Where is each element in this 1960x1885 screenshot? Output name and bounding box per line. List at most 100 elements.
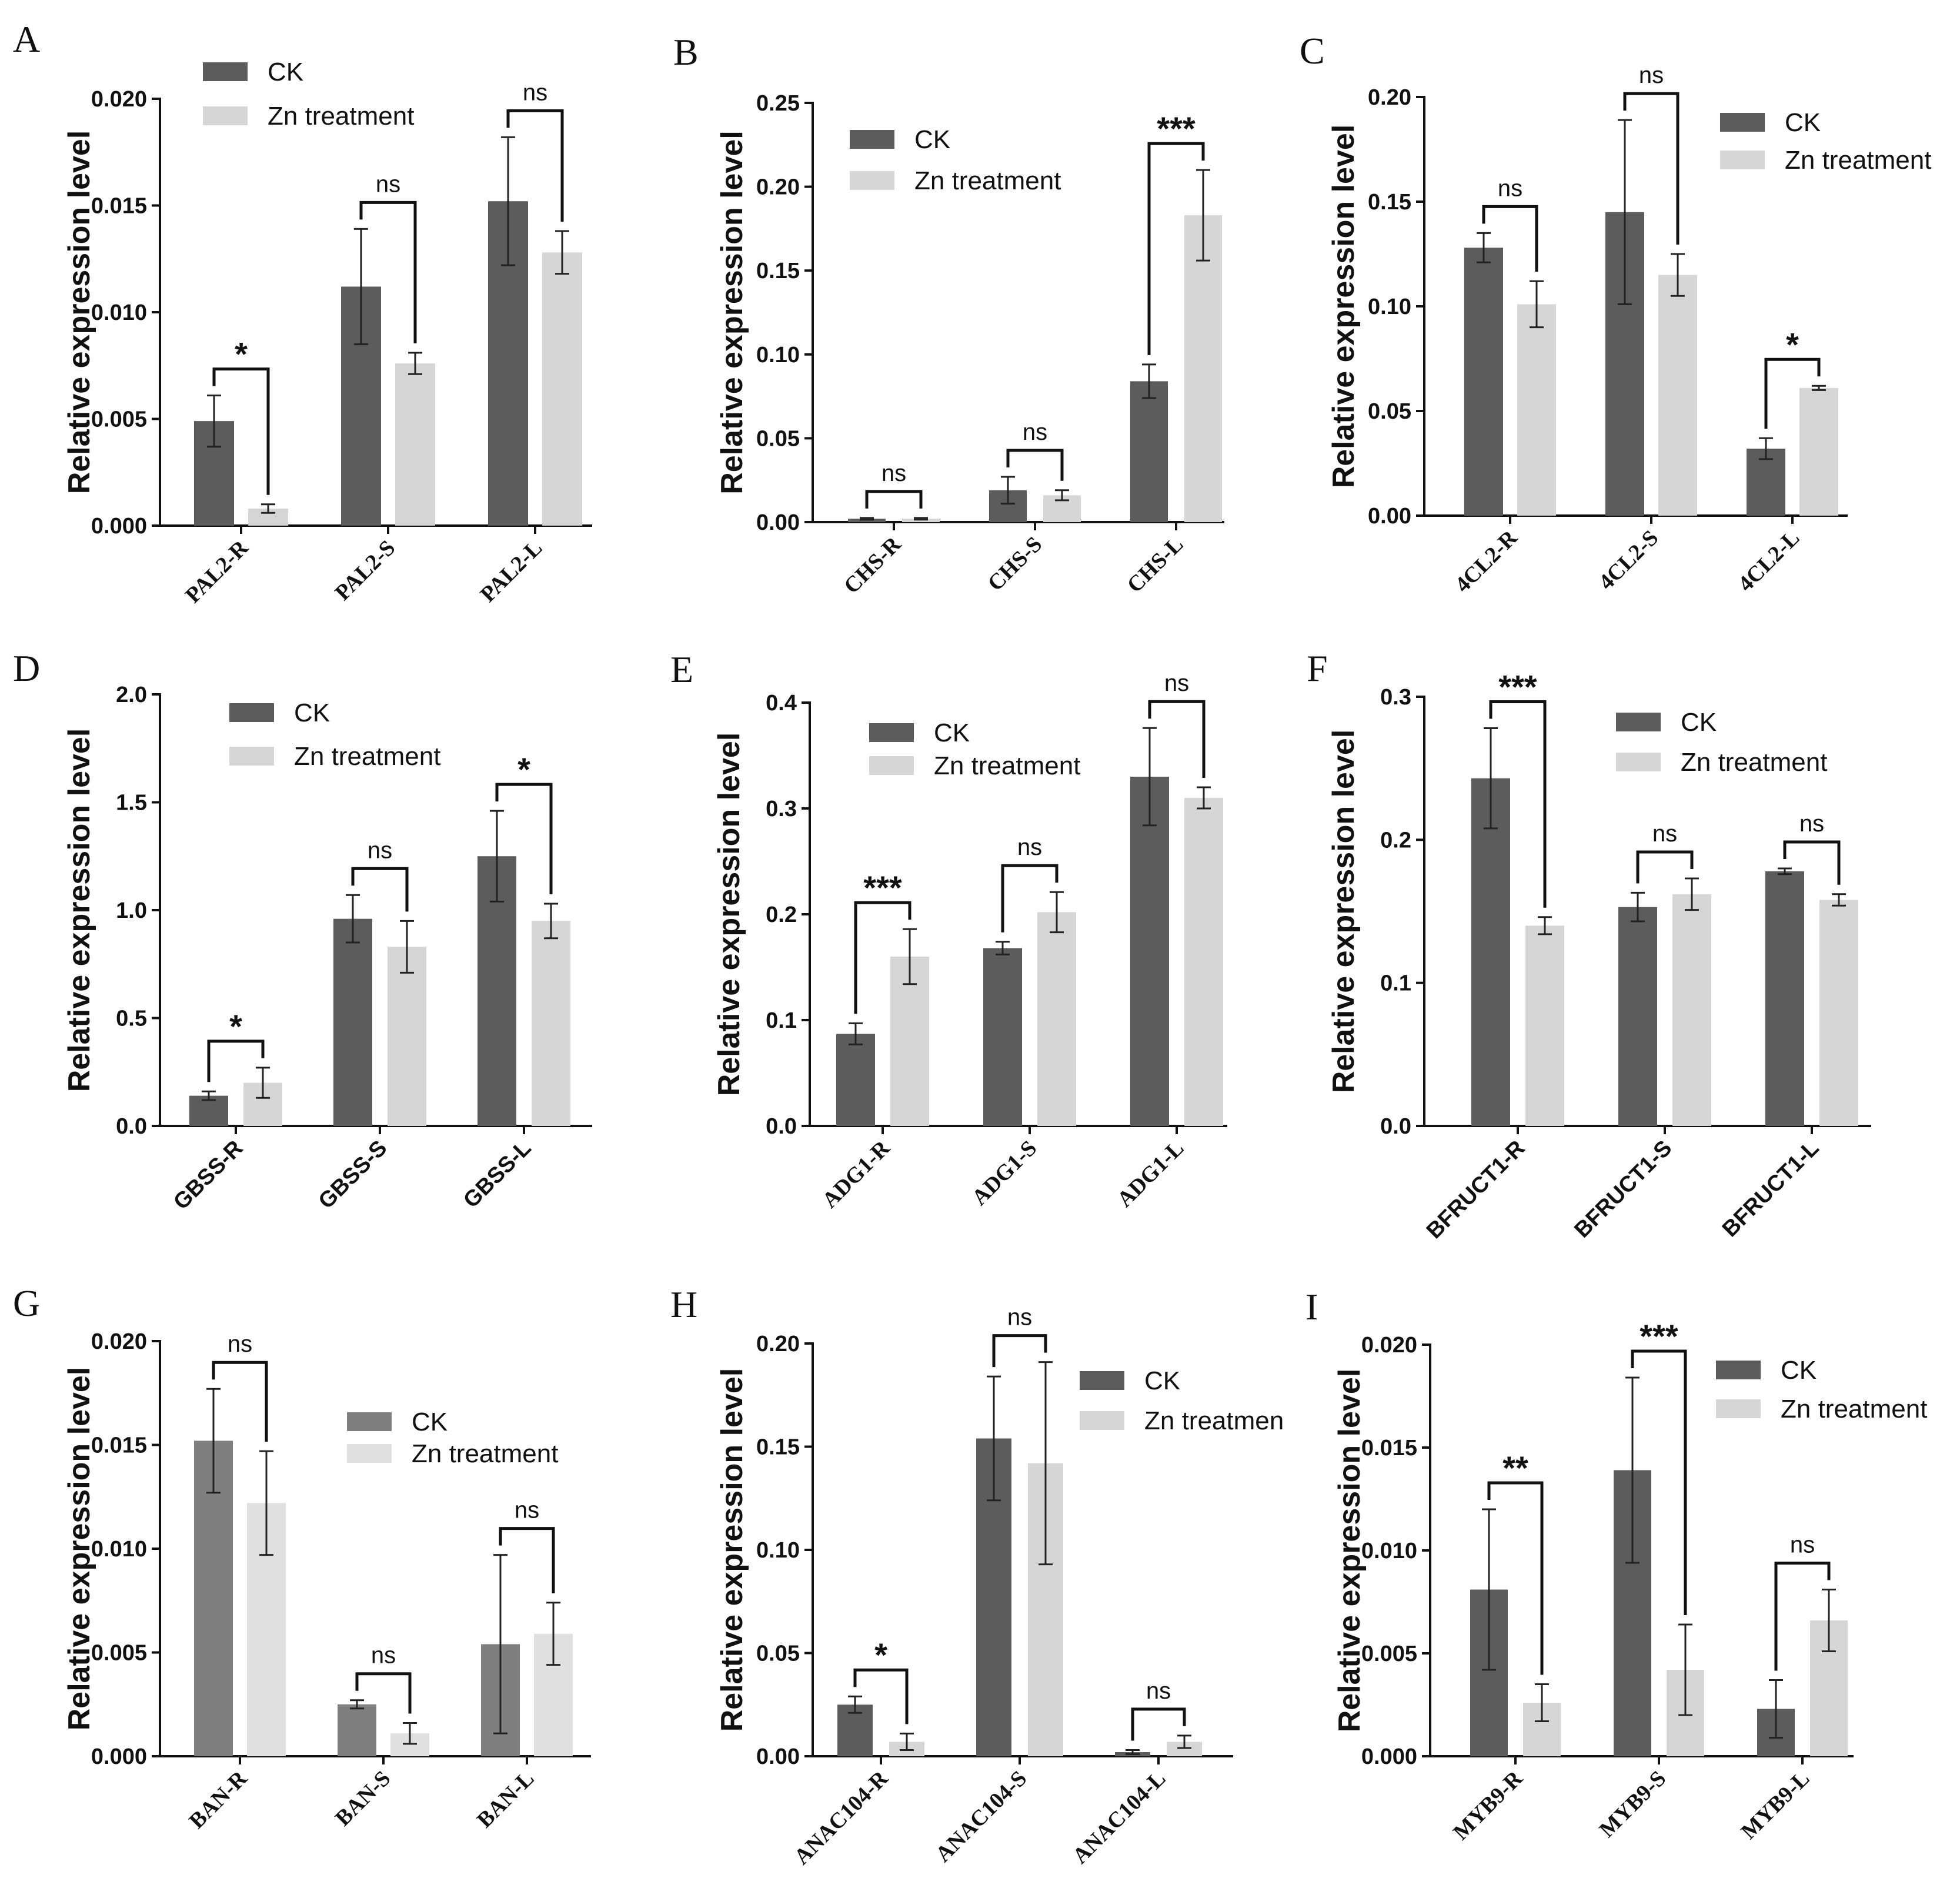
legend-swatch-zn — [203, 106, 248, 125]
significance-bracket — [1482, 205, 1538, 272]
legend-swatch-ck — [869, 723, 914, 742]
y-axis-label: Relative expression level — [712, 733, 746, 1097]
significance-label: *** — [1498, 669, 1537, 706]
significance-bracket — [1147, 142, 1205, 355]
significance-bracket — [355, 1672, 412, 1714]
significance-bracket — [1774, 1562, 1831, 1671]
bar-zn — [542, 252, 582, 526]
legend-label-zn: Zn treatment — [1681, 748, 1827, 777]
bar-ck — [1618, 907, 1657, 1126]
y-tick-label: 0.000 — [91, 1744, 147, 1769]
significance-bracket — [1623, 92, 1679, 245]
y-tick-label: 0.015 — [1361, 1436, 1417, 1460]
y-tick-label: 0.10 — [756, 343, 800, 367]
legend-swatch-ck — [1080, 1371, 1124, 1390]
y-tick-label: 0.020 — [91, 87, 147, 112]
legend-swatch-zn — [1716, 1399, 1761, 1418]
significance-bracket — [1001, 864, 1059, 933]
legend-swatch-ck — [203, 62, 248, 81]
bar-zn — [1658, 275, 1697, 516]
legend-label-zn: Zn treatment — [914, 166, 1061, 195]
panel-letter: A — [13, 18, 40, 60]
significance-bracket — [351, 867, 409, 912]
panel-c: C Relative expression level 0.00 0.05 0.10 0.… — [1300, 30, 1931, 597]
y-tick-label: 0.010 — [1361, 1539, 1417, 1563]
y-tick-label: 1.0 — [116, 898, 147, 923]
bar-zn — [1525, 925, 1564, 1126]
y-tick-label: 0.000 — [91, 514, 147, 539]
panel-letter: I — [1305, 1286, 1318, 1328]
significance-label: ns — [1498, 175, 1522, 201]
significance-label: *** — [863, 869, 902, 906]
legend-label-ck: CK — [1681, 708, 1717, 737]
bar-zn — [1184, 798, 1223, 1126]
significance-bracket — [1006, 449, 1064, 481]
significance-label: ns — [1799, 811, 1824, 837]
legend-label-zn: Zn treatment — [1785, 146, 1931, 175]
y-tick-label: 0.0 — [766, 1114, 797, 1139]
significance-label: ns — [523, 79, 547, 105]
y-tick-label: 0.3 — [766, 797, 797, 821]
significance-bracket — [1487, 1481, 1544, 1675]
y-tick-label: 0.1 — [766, 1008, 797, 1033]
legend-label-ck: CK — [1144, 1366, 1180, 1395]
bar-zn — [1037, 912, 1076, 1126]
panel-letter: F — [1307, 647, 1328, 689]
legend-swatch-ck — [229, 703, 274, 722]
panel-letter: D — [13, 647, 40, 689]
panel-d: D Relative expression level 0.0 0.5 1.0 1.5 2.… — [13, 647, 592, 1215]
significance-bracket — [1636, 850, 1694, 884]
legend-label-zn: Zn treatment — [412, 1439, 558, 1468]
y-tick-label: 0.10 — [756, 1538, 800, 1563]
legend-label-ck: CK — [1785, 108, 1821, 137]
significance-bracket — [207, 1040, 265, 1082]
significance-label: ns — [515, 1498, 539, 1523]
significance-label: ** — [1502, 1449, 1528, 1486]
significance-bracket — [1783, 840, 1841, 885]
significance-bracket — [506, 109, 564, 222]
y-tick-label: 0.010 — [91, 300, 147, 325]
legend-label-zn: Zn treatmen — [1144, 1406, 1284, 1435]
y-axis-label: Relative expression level — [715, 131, 749, 494]
significance-label: * — [517, 751, 530, 788]
significance-label: ns — [1146, 1678, 1171, 1704]
y-tick-label: 0.4 — [766, 691, 797, 716]
significance-label: * — [1786, 326, 1799, 363]
legend-swatch-zn — [229, 747, 274, 766]
y-axis-label: Relative expression level — [1327, 125, 1361, 489]
legend-label-ck: CK — [412, 1408, 448, 1436]
y-tick-label: 0.15 — [756, 1435, 800, 1460]
y-tick-label: 2.0 — [116, 683, 147, 707]
significance-bracket — [865, 490, 923, 509]
legend-label-zn: Zn treatment — [268, 102, 414, 131]
significance-label: ns — [1007, 1305, 1032, 1331]
y-tick-label: 0.05 — [1368, 399, 1411, 424]
y-axis-label: Relative expression level — [1327, 730, 1361, 1094]
bar-ck — [1130, 381, 1168, 522]
bar-zn — [532, 921, 570, 1126]
y-tick-label: 0.20 — [756, 1332, 800, 1356]
legend-label-zn: Zn treatment — [1781, 1395, 1927, 1423]
significance-label: *** — [1157, 110, 1196, 147]
y-tick-label: 0.1 — [1380, 971, 1411, 996]
y-axis-label: Relative expression level — [62, 728, 96, 1092]
y-axis-label: Relative expression level — [62, 131, 96, 494]
y-tick-label: 0.020 — [91, 1329, 147, 1354]
significance-bracket — [1631, 1349, 1687, 1615]
panel-letter: C — [1300, 30, 1325, 72]
legend-swatch-zn — [850, 171, 894, 190]
bar-zn — [1799, 387, 1838, 516]
significance-label: ns — [1023, 419, 1047, 445]
bar-zn — [1672, 894, 1711, 1126]
y-tick-label: 0.000 — [1361, 1744, 1417, 1769]
legend-swatch-zn — [1720, 151, 1765, 169]
significance-bracket — [853, 1668, 909, 1724]
legend-swatch-ck — [850, 130, 894, 149]
legend-swatch-zn — [347, 1444, 392, 1463]
bar-ck — [1471, 778, 1510, 1126]
y-tick-label: 0.010 — [91, 1537, 147, 1562]
significance-bracket — [495, 783, 553, 894]
significance-label: * — [874, 1636, 887, 1673]
y-axis-label: Relative expression level — [62, 1367, 96, 1731]
